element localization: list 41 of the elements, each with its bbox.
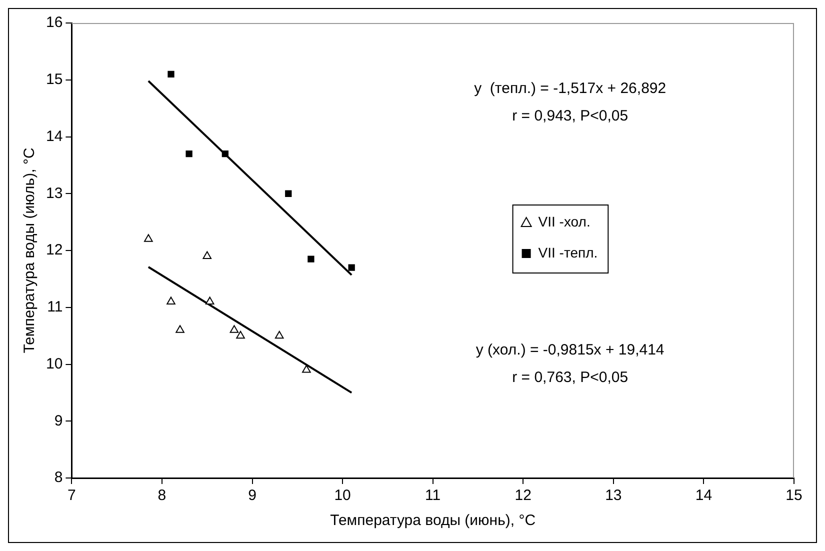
point	[236, 330, 245, 339]
x-tick-label: 9	[248, 487, 256, 504]
point	[144, 234, 153, 242]
point	[222, 150, 229, 158]
point	[166, 296, 176, 304]
x-tick-label: 10	[334, 487, 351, 504]
point	[308, 256, 314, 262]
point	[302, 364, 311, 373]
point	[285, 190, 292, 197]
annotation: y (тепл.) = -1,517x + 26,892	[474, 80, 666, 98]
point	[348, 264, 355, 271]
legend-label: VII -хол.	[538, 213, 590, 230]
annotation: r = 0,943, P<0,05	[512, 107, 628, 124]
point	[274, 330, 284, 339]
x-tick-label: 8	[158, 487, 166, 504]
point	[230, 325, 239, 333]
x-tick-label: 12	[514, 487, 532, 504]
point	[186, 150, 192, 158]
y-tick-label: 13	[46, 184, 63, 202]
y-tick-label: 8	[54, 469, 63, 486]
point	[202, 251, 212, 259]
annotation: r = 0,763, P<0,05	[512, 369, 628, 386]
y-axis-title: Температура воды (июль), °C	[21, 148, 38, 354]
x-axis-title: Температура воды (июнь), °C	[330, 512, 536, 530]
annotation: y (хол.) = -0,9815x + 19,414	[476, 342, 664, 359]
y-tick-label: 11	[47, 298, 63, 316]
x-tick-label: 15	[786, 487, 802, 504]
y-tick-label: 14	[46, 128, 63, 145]
y-tick-label: 16	[46, 14, 63, 32]
y-tick-label: 9	[54, 412, 63, 430]
y-tick-label: 10	[46, 355, 63, 372]
y-tick-label: 15	[46, 71, 63, 88]
point	[168, 70, 174, 78]
point	[205, 296, 214, 304]
point	[176, 325, 184, 333]
x-tick-label: 13	[605, 487, 622, 504]
x-tick-label: 14	[695, 487, 712, 504]
x-tick-label: 11	[425, 487, 441, 504]
legend-label: VII -тепл.	[538, 244, 598, 260]
x-tick-label: 7	[68, 487, 76, 504]
y-tick-label: 12	[46, 242, 63, 259]
